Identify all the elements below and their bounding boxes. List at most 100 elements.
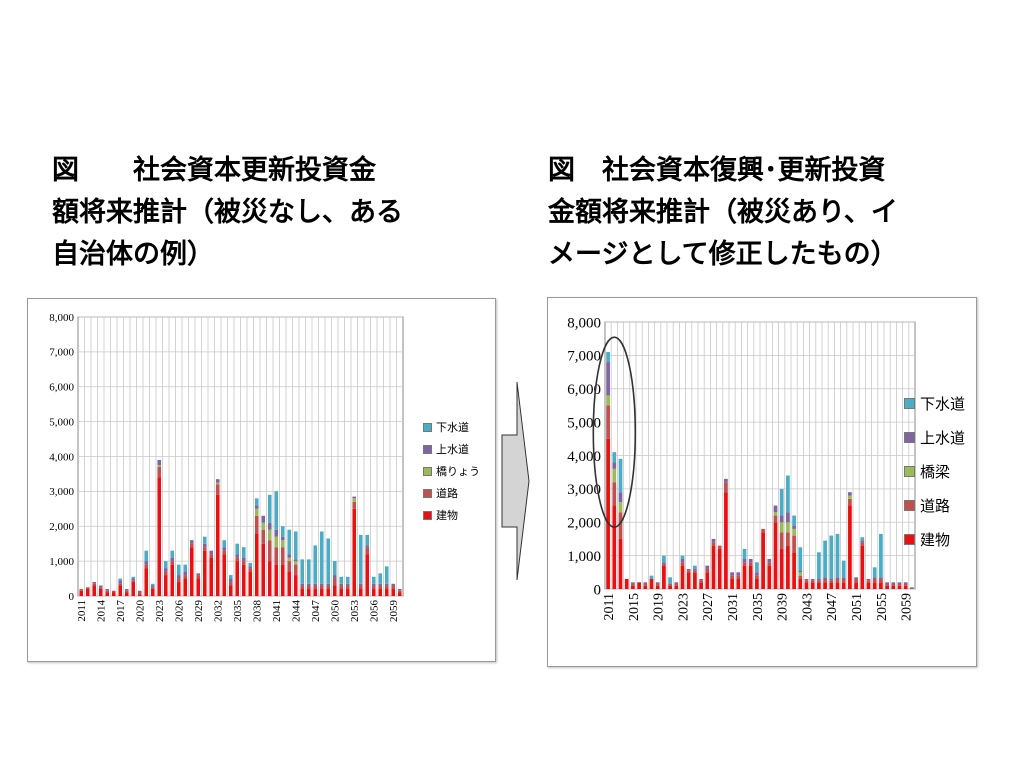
bar-segment-sewer bbox=[823, 540, 827, 578]
bar-segment-building bbox=[655, 585, 660, 589]
bar-segment-water bbox=[612, 462, 617, 469]
bar-segment-sewer bbox=[150, 583, 155, 586]
bar-segment-sewer bbox=[293, 531, 298, 560]
bar-segment-road bbox=[835, 578, 840, 583]
bar-segment-road bbox=[345, 585, 350, 590]
x-tick-label: 2059 bbox=[388, 600, 400, 623]
bar-segment-building bbox=[157, 477, 162, 596]
bar-segment-sewer bbox=[872, 567, 877, 578]
bar-segment-road bbox=[804, 580, 809, 583]
bar-segment-bridge bbox=[612, 468, 617, 483]
bar-segment-road bbox=[293, 564, 298, 576]
bar-segment-building bbox=[215, 494, 220, 596]
bar-segment-building bbox=[189, 547, 194, 596]
bar-segment-building bbox=[662, 565, 666, 589]
bar-segment-building bbox=[885, 585, 889, 589]
bar-segment-sewer bbox=[384, 566, 389, 584]
bar-segment-road bbox=[872, 578, 877, 583]
bar-segment-bridge bbox=[261, 522, 266, 530]
bar-segment-bridge bbox=[267, 529, 272, 541]
bar-segment-road bbox=[313, 585, 318, 590]
bar-segment-water bbox=[860, 540, 865, 543]
legend-item-sewer: 下水道 bbox=[904, 386, 965, 420]
bar-segment-sewer bbox=[618, 458, 623, 493]
left-title-line-2: 額将来推計（被災なし、ある bbox=[52, 197, 403, 228]
bar-segment-sewer bbox=[170, 550, 175, 558]
bar-segment-road bbox=[866, 580, 871, 583]
y-tick-label: 1,000 bbox=[567, 549, 601, 565]
bar-segment-building bbox=[891, 585, 896, 589]
bar-segment-building bbox=[792, 552, 796, 589]
bar-segment-bridge bbox=[798, 572, 803, 576]
bar-segment-water bbox=[287, 554, 292, 558]
bar-segment-sewer bbox=[693, 565, 697, 569]
bar-segment-water bbox=[655, 582, 660, 584]
bar-segment-water bbox=[779, 515, 784, 523]
y-tick-label: 3,000 bbox=[567, 482, 601, 498]
bar-segment-water bbox=[631, 582, 635, 584]
y-tick-label: 4,000 bbox=[49, 451, 74, 463]
legend-swatch-water bbox=[904, 431, 915, 443]
bar-segment-road bbox=[773, 515, 778, 523]
bar-segment-sewer bbox=[835, 533, 840, 578]
bar-segment-road bbox=[267, 540, 272, 562]
bar-segment-water bbox=[209, 550, 214, 555]
bar-segment-road bbox=[98, 587, 103, 590]
bar-segment-building bbox=[637, 582, 641, 589]
bar-segment-road bbox=[215, 484, 220, 495]
bar-segment-bridge bbox=[274, 536, 279, 548]
bar-segment-road bbox=[848, 498, 852, 506]
bar-segment-road bbox=[699, 580, 703, 583]
bar-segment-road bbox=[280, 547, 285, 565]
bar-segment-water bbox=[300, 583, 305, 586]
bar-segment-water bbox=[261, 515, 266, 523]
bar-segment-water bbox=[835, 577, 840, 579]
bar-segment-building bbox=[306, 589, 311, 596]
bar-segment-building bbox=[209, 557, 214, 596]
bar-segment-sewer bbox=[306, 559, 311, 584]
bar-segment-road bbox=[854, 578, 858, 583]
bar-segment-sewer bbox=[860, 537, 865, 541]
bar-segment-road bbox=[235, 557, 240, 562]
bar-segment-building bbox=[150, 589, 155, 596]
bar-segment-water bbox=[910, 587, 914, 589]
bar-segment-water bbox=[170, 557, 175, 562]
bar-segment-building bbox=[202, 550, 207, 596]
bar-segment-sewer bbox=[280, 526, 285, 537]
x-tick-label: 2039 bbox=[776, 593, 791, 621]
bar-segment-building bbox=[319, 589, 324, 596]
bar-segment-building bbox=[767, 565, 772, 589]
x-tick-label: 2059 bbox=[900, 593, 915, 621]
bar-segment-road bbox=[261, 529, 266, 544]
bar-segment-water bbox=[693, 568, 697, 571]
bar-segment-building bbox=[118, 585, 123, 596]
bar-segment-building bbox=[631, 585, 635, 589]
bar-segment-road bbox=[124, 590, 129, 593]
legend-swatch-road bbox=[423, 488, 432, 498]
bar-segment-road bbox=[618, 512, 623, 539]
x-tick-label: 2014 bbox=[96, 600, 108, 623]
bar-segment-water bbox=[196, 573, 201, 576]
bar-segment-building bbox=[378, 589, 383, 596]
legend-label: 建物 bbox=[436, 509, 458, 522]
bar-segment-sewer bbox=[131, 576, 136, 579]
bar-segment-road bbox=[761, 528, 765, 533]
legend-item-road: 道路 bbox=[423, 482, 480, 504]
legend-item-sewer: 下水道 bbox=[423, 416, 480, 438]
bar-segment-water bbox=[872, 577, 877, 579]
right-title-line-3: メージとして修正したもの） bbox=[548, 239, 898, 270]
legend-label: 下水道 bbox=[436, 421, 469, 434]
bar-segment-road bbox=[693, 570, 697, 573]
x-tick-label: 2043 bbox=[800, 593, 815, 621]
bar-segment-sewer bbox=[287, 529, 292, 555]
bar-segment-road bbox=[767, 562, 772, 566]
bar-segment-road bbox=[163, 571, 168, 576]
bar-segment-bridge bbox=[280, 540, 285, 548]
bar-segment-building bbox=[835, 582, 840, 589]
bar-segment-sewer bbox=[274, 491, 279, 530]
bar-segment-water bbox=[352, 496, 357, 499]
bar-segment-road bbox=[189, 543, 194, 548]
bar-segment-road bbox=[730, 575, 734, 579]
x-tick-label: 2019 bbox=[652, 593, 667, 621]
bar-segment-water bbox=[183, 571, 188, 576]
